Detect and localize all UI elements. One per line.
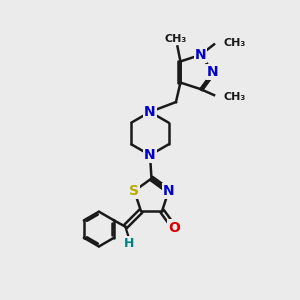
Text: CH₃: CH₃ xyxy=(223,38,245,48)
Text: N: N xyxy=(207,65,219,79)
Text: CH₃: CH₃ xyxy=(165,34,187,44)
Text: H: H xyxy=(124,237,134,250)
Text: S: S xyxy=(129,184,140,198)
Text: N: N xyxy=(144,148,156,162)
Text: CH₃: CH₃ xyxy=(223,92,245,102)
Text: O: O xyxy=(168,220,180,235)
Text: N: N xyxy=(195,48,206,62)
Text: N: N xyxy=(163,184,174,198)
Text: N: N xyxy=(144,105,156,119)
